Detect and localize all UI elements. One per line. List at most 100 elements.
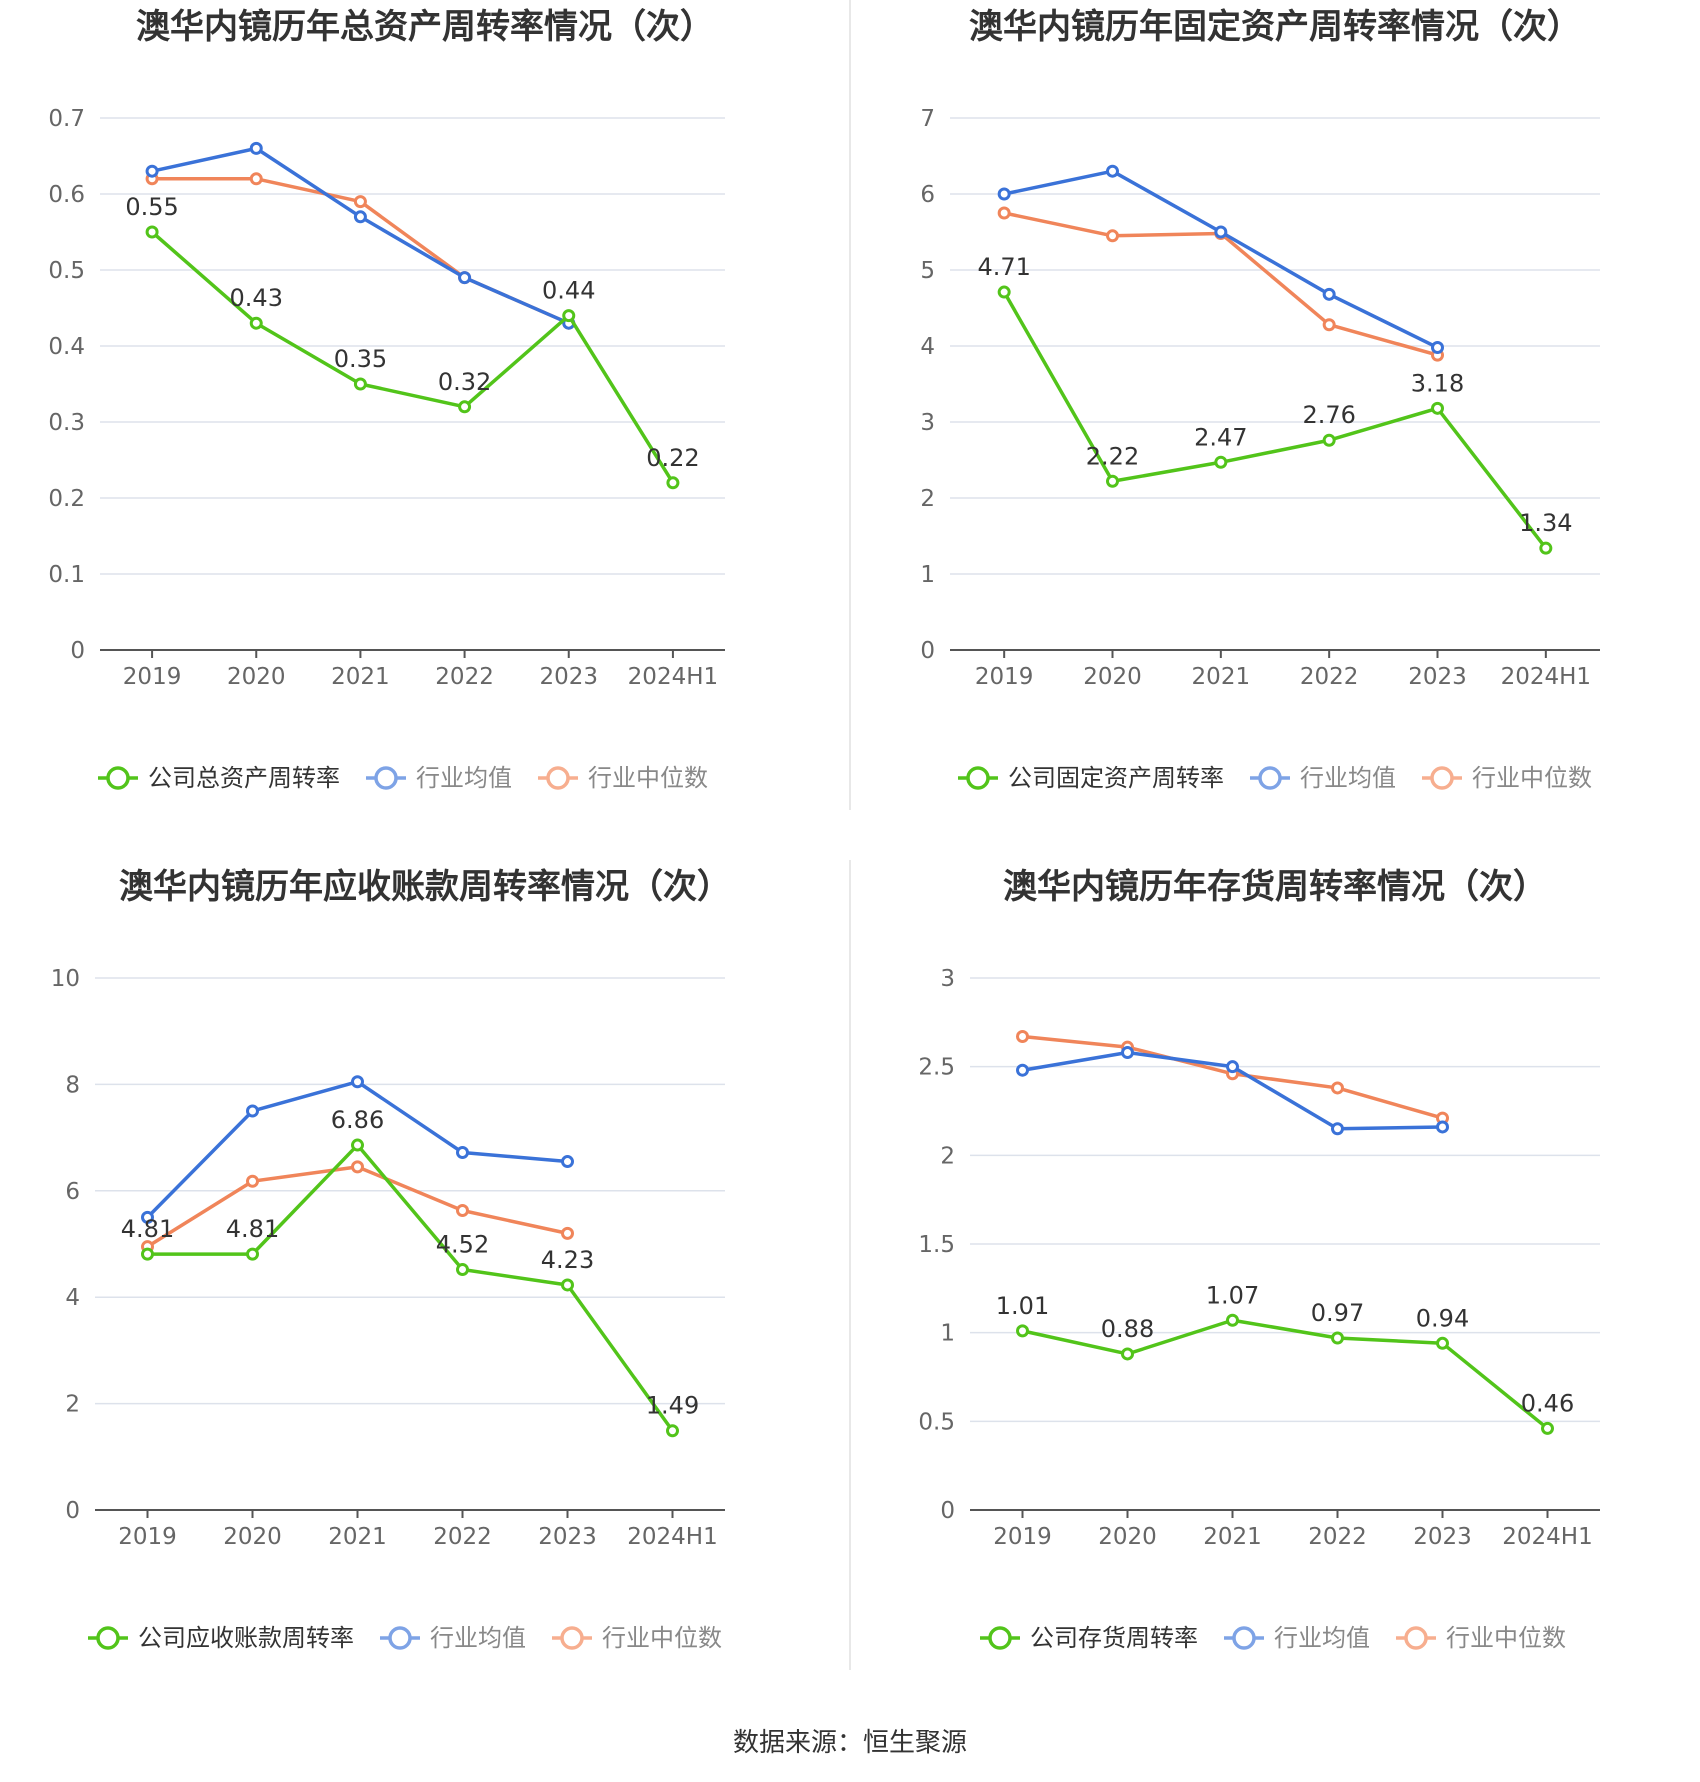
- data-point[interactable]: [145, 225, 159, 239]
- data-point[interactable]: [1436, 1336, 1449, 1350]
- y-tick-label: 8: [65, 1072, 80, 1098]
- data-point[interactable]: [561, 1278, 574, 1292]
- data-point[interactable]: [561, 1155, 574, 1169]
- y-tick-label: 0: [920, 638, 935, 664]
- legend-item-industry-median[interactable]: 行业中位数: [1422, 764, 1592, 792]
- data-point[interactable]: [456, 1203, 469, 1217]
- data-point[interactable]: [1431, 341, 1444, 355]
- series-industry-median: [1016, 1030, 1449, 1125]
- data-point[interactable]: [562, 309, 576, 323]
- data-point[interactable]: [456, 1263, 469, 1277]
- data-point[interactable]: [997, 285, 1011, 299]
- y-tick-label: 3: [940, 966, 955, 992]
- data-point[interactable]: [353, 195, 367, 209]
- data-point[interactable]: [1106, 164, 1119, 178]
- data-point[interactable]: [458, 271, 472, 285]
- legend-item-company[interactable]: 公司固定资产周转率: [958, 764, 1224, 792]
- legend-item-industry-avg[interactable]: 行业均值: [1224, 1624, 1370, 1652]
- data-point[interactable]: [1214, 455, 1228, 469]
- legend-item-industry-median[interactable]: 行业中位数: [538, 764, 708, 792]
- data-point[interactable]: [1322, 433, 1336, 447]
- data-point[interactable]: [249, 141, 263, 155]
- legend-marker: [1258, 766, 1282, 790]
- data-point[interactable]: [141, 1210, 154, 1224]
- data-point[interactable]: [145, 164, 159, 178]
- legend-item-company[interactable]: 公司存货周转率: [980, 1624, 1198, 1652]
- legend-label: 行业均值: [1300, 764, 1396, 792]
- data-point[interactable]: [1106, 229, 1119, 243]
- data-point[interactable]: [1539, 541, 1553, 555]
- data-point[interactable]: [246, 1247, 259, 1261]
- legend-marker: [966, 766, 990, 790]
- series-line: [1022, 1318, 1549, 1430]
- data-point[interactable]: [1121, 1347, 1134, 1361]
- data-point[interactable]: [1431, 401, 1444, 415]
- y-tick-label: 6: [65, 1179, 80, 1205]
- data-point[interactable]: [1436, 1120, 1449, 1134]
- x-tick-label: 2019: [975, 664, 1034, 690]
- series-line: [150, 230, 675, 484]
- data-point[interactable]: [353, 210, 367, 224]
- data-label: 0.88: [1101, 1315, 1154, 1343]
- data-point[interactable]: [1016, 1324, 1029, 1338]
- x-tick-label: 2024H1: [628, 664, 718, 690]
- data-point[interactable]: [246, 1174, 259, 1188]
- data-point[interactable]: [1226, 1313, 1239, 1327]
- data-point[interactable]: [1331, 1331, 1344, 1345]
- x-tick-label: 2021: [328, 1524, 387, 1550]
- x-tick-label: 2019: [123, 664, 182, 690]
- data-point[interactable]: [246, 1104, 259, 1118]
- data-point[interactable]: [141, 1247, 154, 1261]
- y-tick-label: 0: [70, 638, 85, 664]
- data-point[interactable]: [1331, 1122, 1344, 1136]
- data-point[interactable]: [1226, 1060, 1239, 1074]
- data-label: 1.49: [646, 1392, 699, 1420]
- grid-lines: [970, 977, 1600, 1423]
- legend-item-industry-avg[interactable]: 行业均值: [1250, 764, 1396, 792]
- data-point[interactable]: [997, 187, 1011, 201]
- data-point[interactable]: [1016, 1063, 1029, 1077]
- data-label: 4.23: [541, 1246, 594, 1274]
- legend-item-industry-median[interactable]: 行业中位数: [552, 1624, 722, 1652]
- series-industry-median: [141, 1160, 574, 1254]
- data-point[interactable]: [1541, 1421, 1554, 1435]
- data-label: 0.46: [1521, 1389, 1574, 1417]
- x-tick-label: 2023: [1408, 664, 1467, 690]
- data-point[interactable]: [353, 377, 367, 391]
- data-point[interactable]: [1322, 287, 1336, 301]
- vertical-divider-bottom: [849, 860, 851, 1670]
- data-point[interactable]: [997, 206, 1011, 220]
- x-tick-label: 2020: [1098, 1524, 1157, 1550]
- legend-marker: [1232, 1626, 1256, 1650]
- x-tick-label: 2024H1: [1501, 664, 1591, 690]
- data-point[interactable]: [1106, 474, 1119, 488]
- data-point[interactable]: [561, 1226, 574, 1240]
- data-point[interactable]: [1214, 225, 1228, 239]
- chart-panel-total-asset-turnover: 澳华内镜历年总资产周转率情况（次） 0 0.1 0.2 0.3 0.4 0.5 0.6 0.7 2…: [0, 0, 850, 860]
- data-point[interactable]: [351, 1138, 364, 1152]
- data-point[interactable]: [456, 1145, 469, 1159]
- y-tick-label: 10: [51, 966, 80, 992]
- legend-item-industry-avg[interactable]: 行业均值: [380, 1624, 526, 1652]
- data-point[interactable]: [351, 1160, 364, 1174]
- data-point[interactable]: [1322, 318, 1336, 332]
- data-point[interactable]: [1121, 1045, 1134, 1059]
- legend-marker: [374, 766, 398, 790]
- legend-label: 公司存货周转率: [1030, 1624, 1198, 1652]
- data-point[interactable]: [1016, 1030, 1029, 1044]
- data-point[interactable]: [666, 1424, 679, 1438]
- data-point[interactable]: [249, 172, 263, 186]
- legend-item-company[interactable]: 公司应收账款周转率: [88, 1624, 354, 1652]
- legend-item-industry-avg[interactable]: 行业均值: [366, 764, 512, 792]
- data-point[interactable]: [249, 316, 263, 330]
- legend-item-company[interactable]: 公司总资产周转率: [98, 764, 340, 792]
- legend-item-industry-median[interactable]: 行业中位数: [1396, 1624, 1566, 1652]
- legend-marker: [388, 1626, 412, 1650]
- legend-marker: [988, 1626, 1012, 1650]
- data-point[interactable]: [351, 1075, 364, 1089]
- chart-title: 澳华内镜历年总资产周转率情况（次）: [136, 7, 714, 47]
- data-point[interactable]: [666, 476, 680, 490]
- series-company: [145, 225, 680, 490]
- data-point[interactable]: [1331, 1081, 1344, 1095]
- data-point[interactable]: [458, 400, 472, 414]
